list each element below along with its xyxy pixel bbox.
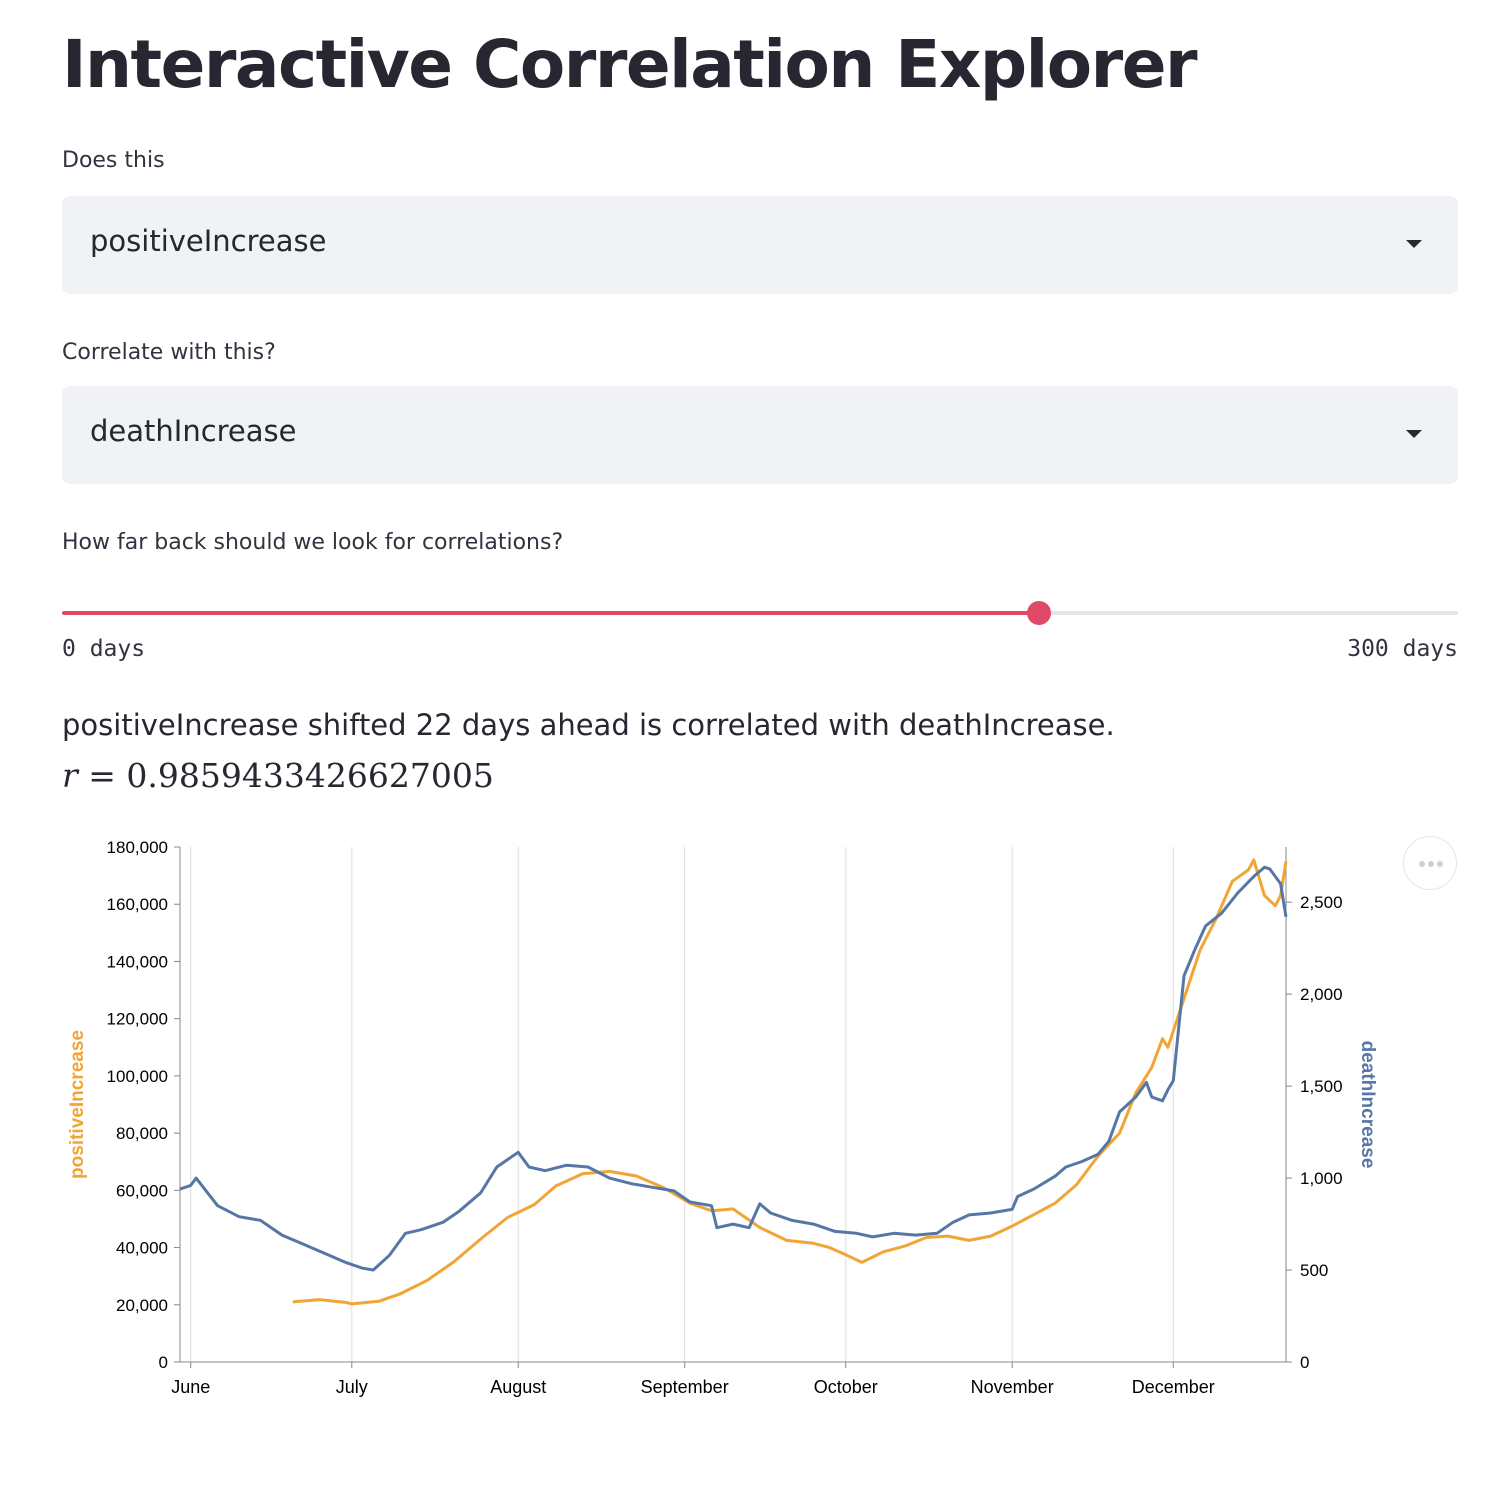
first-metric-value: positiveIncrease [90, 224, 327, 258]
page-title: Interactive Correlation Explorer [62, 26, 1198, 103]
more-dot [1428, 861, 1434, 867]
more-dot [1437, 861, 1443, 867]
first-metric-select[interactable]: positiveIncrease [62, 196, 1458, 294]
r-variable: r [62, 756, 78, 795]
right-y-tick-label: 2,500 [1300, 893, 1343, 912]
x-tick-label: June [171, 1377, 210, 1397]
series-line-positiveIncrease [292, 858, 1288, 1306]
more-horizontal-icon [1419, 861, 1425, 867]
caret-down-icon [1406, 430, 1422, 438]
second-metric-value: deathIncrease [90, 414, 297, 448]
x-tick-label: November [971, 1377, 1054, 1397]
left-y-tick-label: 100,000 [107, 1067, 168, 1086]
left-y-tick-label: 120,000 [107, 1010, 168, 1029]
left-y-tick-label: 180,000 [107, 838, 168, 857]
x-tick-label: October [814, 1377, 878, 1397]
second-metric-select[interactable]: deathIncrease [62, 386, 1458, 484]
x-tick-label: July [336, 1377, 368, 1397]
lookback-slider-thumb[interactable] [1027, 601, 1052, 625]
caret-down-icon [1406, 240, 1422, 248]
lookback-slider-track[interactable] [62, 601, 1458, 625]
dual-axis-line-chart: June July August September October November De… [67, 838, 1378, 1397]
right-axis-title: deathIncrease [1357, 1041, 1378, 1169]
equals-sign: = [77, 756, 127, 795]
left-y-tick-label: 40,000 [116, 1239, 168, 1258]
x-tick-label: December [1132, 1377, 1215, 1397]
correlation-coefficient: r = 0.9859433426627005 [62, 756, 494, 795]
x-tick-label: August [490, 1377, 546, 1397]
x-tick-label: September [641, 1377, 729, 1397]
slider-min-label: 0 days [62, 636, 146, 662]
left-y-tick-label: 0 [159, 1353, 168, 1372]
slider-max-label: 300 days [1347, 636, 1458, 662]
lookback-slider-label: How far back should we look for correlat… [62, 530, 564, 555]
lookback-slider-fill [62, 611, 1040, 615]
left-y-tick-label: 160,000 [107, 895, 168, 914]
first-metric-label: Does this [62, 148, 165, 173]
r-value: 0.9859433426627005 [126, 756, 494, 795]
right-y-tick-label: 1,000 [1300, 1169, 1343, 1188]
left-axis-title: positiveIncrease [67, 1030, 88, 1179]
chart-menu-button[interactable] [1403, 836, 1457, 890]
left-y-tick-label: 80,000 [116, 1124, 168, 1143]
right-y-tick-label: 500 [1300, 1261, 1328, 1280]
left-y-tick-label: 60,000 [116, 1181, 168, 1200]
right-y-tick-label: 2,000 [1300, 985, 1343, 1004]
left-y-tick-label: 140,000 [107, 952, 168, 971]
second-metric-label: Correlate with this? [62, 340, 276, 365]
series-line-deathIncrease [179, 865, 1288, 1272]
right-y-tick-label: 0 [1300, 1353, 1309, 1372]
right-y-tick-label: 1,500 [1300, 1077, 1343, 1096]
left-y-tick-label: 20,000 [116, 1296, 168, 1315]
correlation-result-text: positiveIncrease shifted 22 days ahead i… [62, 708, 1115, 742]
